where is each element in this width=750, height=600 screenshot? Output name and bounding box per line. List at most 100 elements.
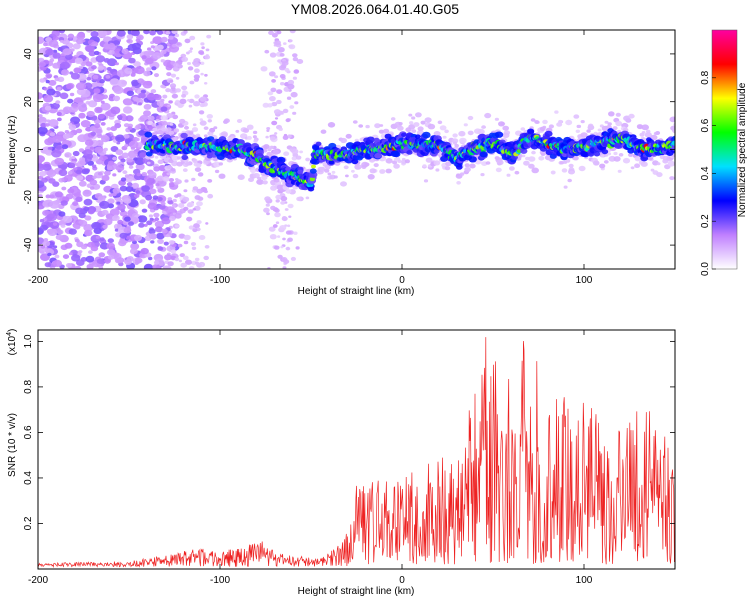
spectrogram-cell (207, 136, 215, 142)
spectrogram-cell (307, 186, 315, 192)
spectrogram-cell (147, 120, 154, 126)
spectrogram-cell (110, 106, 121, 115)
spectrogram-cell (294, 101, 299, 105)
spectrogram-cell (67, 98, 74, 104)
spectrogram-cell (138, 222, 145, 228)
spectrogram-cell (299, 150, 303, 154)
spectrogram-cell (44, 199, 54, 207)
spectrogram-cell (184, 179, 189, 183)
spectrogram-cell (617, 169, 622, 173)
spectrogram-cell (236, 119, 243, 123)
spectrogram-cell (246, 124, 254, 130)
spectrogram-cell (97, 65, 104, 71)
spectrogram-cell (266, 212, 270, 216)
colorbar-tick-label: 0.8 (700, 70, 711, 84)
spectrogram-cell (58, 169, 68, 177)
spectrogram-cell (128, 165, 134, 169)
spectrogram-cell (133, 193, 140, 198)
snr-x-ticks: -200 -100 0 100 (28, 330, 593, 586)
spectrogram-cell (40, 224, 48, 231)
spectrogram-cell (464, 166, 471, 173)
spectrogram-cell (100, 122, 106, 126)
spectrogram-cell (68, 228, 77, 235)
spectrogram-cell (173, 160, 178, 164)
spectrogram-cell (39, 171, 47, 177)
spectrogram-cell (523, 160, 530, 166)
spectrogram-cell (117, 204, 126, 211)
spectrogram-cell (103, 218, 113, 226)
spectrogram-cell (311, 164, 316, 169)
spectrogram-cell (90, 186, 95, 190)
spectrogram-cell (183, 30, 188, 34)
spectrogram-cell (468, 156, 477, 163)
spectrogram-cell (160, 201, 166, 206)
spectrogram-cell (282, 266, 287, 269)
spectrogram-cell (442, 135, 447, 139)
spectrogram-cell (124, 67, 133, 75)
spectrogram-cell (170, 73, 177, 78)
spectrogram-cell (296, 196, 302, 202)
snr-y-tick-label: 0.8 (23, 380, 34, 394)
spectrogram-cell (135, 190, 141, 194)
spectrogram-cell (140, 247, 149, 255)
spectrogram-cell (67, 188, 75, 194)
spectrogram-cell (374, 123, 381, 129)
spectrogram-cell (133, 61, 141, 67)
spectrogram-cell (220, 131, 228, 137)
spectrogram-cell (285, 230, 292, 235)
spectrogram-cell (393, 163, 400, 169)
spectrogram-cell (496, 159, 504, 166)
spectrogram-cell (246, 135, 252, 140)
spectrogram-cell (484, 112, 492, 119)
spectrogram-cell (264, 49, 270, 54)
spectrogram-cell (60, 224, 66, 228)
spectrogram-cell (123, 227, 132, 234)
spectrogram-cell (139, 199, 146, 205)
spectrogram-cell (38, 126, 48, 135)
spectrogram-cell (485, 161, 491, 165)
spectrogram-cell (76, 175, 84, 181)
spectrogram-cell (379, 124, 384, 127)
spectrogram-cell (172, 114, 179, 120)
spectrogram-cell (96, 30, 108, 38)
spectrogram-cell (122, 170, 128, 175)
spectrogram-cell (352, 173, 359, 179)
spectrogram-cell (143, 103, 152, 110)
spectrogram-cell (43, 42, 48, 47)
spectrogram-cell (90, 131, 96, 136)
spectrogram-cell (168, 44, 180, 53)
spectrogram-cell (156, 175, 165, 182)
spectrogram-cell (284, 67, 290, 72)
spectrogram-cell (68, 124, 77, 131)
spectrogram-cell (439, 125, 447, 131)
spectrogram-cell (181, 94, 187, 98)
spectrogram-cell (615, 112, 621, 117)
spectrogram-cell (644, 132, 652, 138)
spectrogram-cell (86, 76, 92, 81)
spectrogram-cell (191, 246, 197, 250)
spectrogram-cell (62, 133, 70, 139)
spectrogram-cell (168, 35, 174, 40)
spectrogram-cell (171, 30, 178, 34)
spectrogram-cell (112, 173, 117, 177)
spectrogram-cell (124, 98, 134, 106)
spectrogram-cell (189, 35, 196, 41)
spectrogram-cell (398, 122, 403, 126)
spectrogram-cell (153, 212, 160, 218)
spectrogram-cell (669, 176, 675, 181)
spectrogram-cell (480, 173, 485, 177)
spectrogram-cell (58, 30, 65, 34)
spectrogram-cell (479, 151, 488, 158)
spectrogram-cell (124, 138, 131, 144)
spectrogram-cell (199, 102, 206, 108)
spectrogram-cell (253, 172, 260, 179)
spectrogram-cell (126, 256, 134, 262)
spectrogram-cell (91, 221, 102, 230)
spectrogram-cell (427, 123, 436, 130)
spectrogram-cell (38, 61, 46, 68)
spectrogram-cell (285, 166, 292, 172)
spectrogram-cell (287, 237, 293, 242)
spectrogram-cell (143, 70, 151, 77)
spectrogram-cell (72, 201, 79, 207)
